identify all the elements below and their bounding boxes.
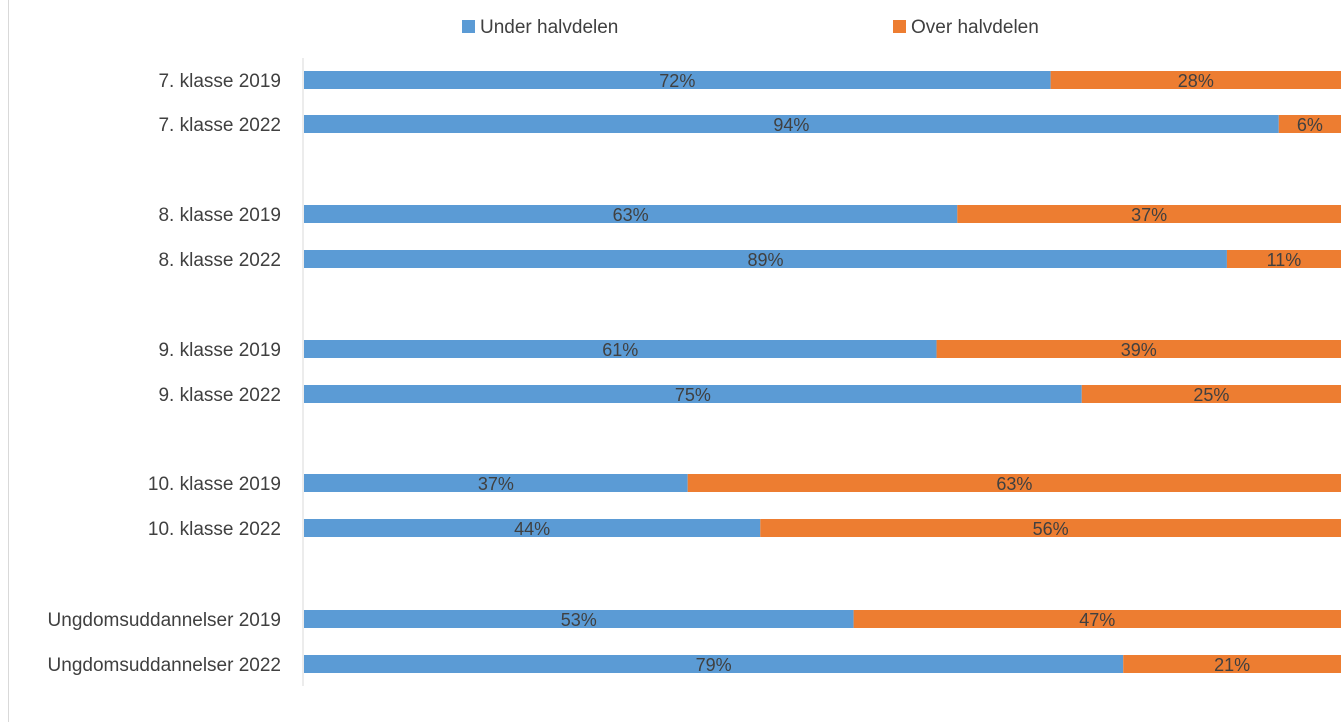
category-label: 10. klasse 2019	[148, 474, 281, 495]
bar-value-label: 53%	[561, 610, 597, 630]
bar-segment-under	[304, 115, 1279, 133]
bar-segment-under	[304, 385, 1082, 403]
bar-value-label: 75%	[675, 385, 711, 405]
bar-value-label: 56%	[1033, 519, 1069, 539]
bar-value-label: 72%	[659, 71, 695, 91]
category-label: 10. klasse 2022	[148, 519, 281, 540]
legend: Under halvdelen Over halvdelen	[462, 17, 1039, 38]
category-label: 9. klasse 2019	[158, 340, 281, 361]
bar-value-label: 37%	[1131, 205, 1167, 225]
bar-segment-under	[304, 655, 1124, 673]
bar-value-label: 37%	[478, 474, 514, 494]
bar-value-label: 61%	[602, 340, 638, 360]
category-label: 8. klasse 2022	[158, 250, 281, 271]
bar-segment-under	[304, 250, 1227, 268]
bar-value-label: 47%	[1079, 610, 1115, 630]
bar-segment-under	[304, 205, 958, 223]
bar-segment-over	[1081, 385, 1341, 403]
bar-segment-over	[1226, 250, 1341, 268]
bar-value-label: 63%	[996, 474, 1032, 494]
bar-value-label: 6%	[1297, 115, 1323, 135]
bar-segment-over	[687, 474, 1341, 492]
category-label: 8. klasse 2019	[158, 205, 281, 226]
bar-value-label: 21%	[1214, 655, 1250, 675]
chart-frame-line	[8, 0, 9, 722]
bar-segment-over	[1050, 71, 1341, 89]
bars	[304, 71, 1341, 673]
bar-data-labels: 72% 28% 94% 6% 63% 37% 89% 11% 61% 39% 75% 25% 37% 63…	[478, 71, 1323, 675]
legend-label-1: Under halvdelen	[480, 17, 618, 38]
bar-value-label: 28%	[1178, 71, 1214, 91]
bar-value-label: 39%	[1121, 340, 1157, 360]
category-label: Ungdomsuddannelser 2019	[48, 610, 281, 631]
bar-segment-over	[760, 519, 1341, 537]
bar-segment-under	[304, 519, 761, 537]
legend-swatch-1	[462, 20, 475, 33]
bar-segment-over	[936, 340, 1341, 358]
bar-value-label: 94%	[773, 115, 809, 135]
bar-value-label: 89%	[747, 250, 783, 270]
legend-label-2: Over halvdelen	[911, 17, 1039, 38]
legend-swatch-2	[893, 20, 906, 33]
bar-value-label: 44%	[514, 519, 550, 539]
bar-segment-over	[853, 610, 1341, 628]
bar-segment-over	[957, 205, 1341, 223]
bar-segment-under	[304, 71, 1051, 89]
bar-segment-over	[1278, 115, 1341, 133]
bar-segment-under	[304, 610, 854, 628]
category-labels: 7. klasse 2019 7. klasse 2022 8. klasse 20…	[48, 71, 281, 676]
bar-value-label: 63%	[613, 205, 649, 225]
category-label: Ungdomsuddannelser 2022	[48, 655, 281, 676]
bar-value-label: 79%	[696, 655, 732, 675]
category-label: 9. klasse 2022	[158, 385, 281, 406]
category-label: 7. klasse 2022	[158, 115, 281, 136]
bar-value-label: 25%	[1193, 385, 1229, 405]
category-label: 7. klasse 2019	[158, 71, 281, 92]
bar-segment-under	[304, 340, 937, 358]
bar-segment-over	[1123, 655, 1341, 673]
bar-value-label: 11%	[1267, 250, 1302, 270]
bar-segment-under	[304, 474, 688, 492]
